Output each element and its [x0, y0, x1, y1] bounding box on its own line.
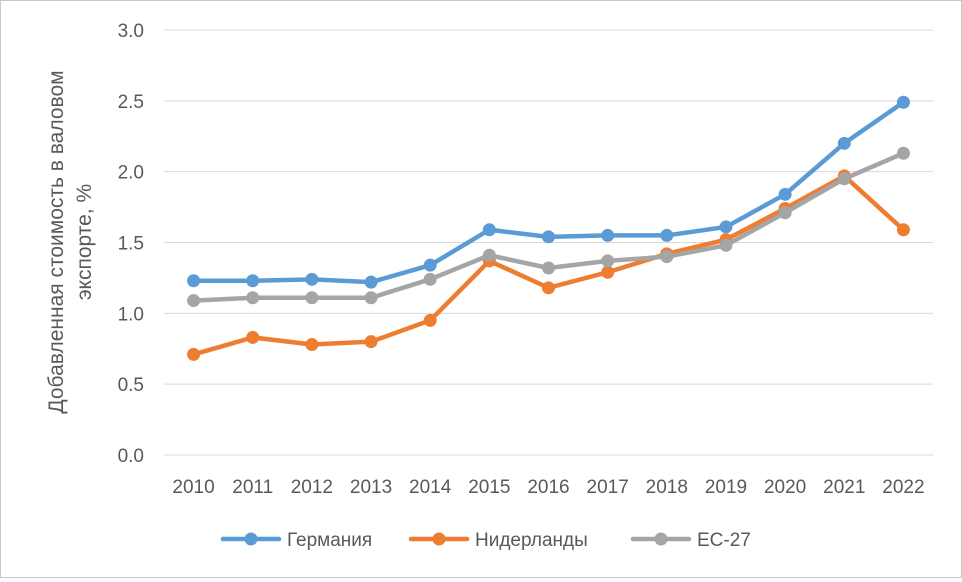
data-point [364, 335, 378, 349]
y-axis-ticks: 0.0 0.5 1.0 1.5 2.0 2.5 3.0 [118, 21, 144, 467]
x-tick-label: 2013 [350, 477, 392, 498]
legend-marker [244, 532, 258, 546]
data-point [423, 258, 437, 272]
legend-item: Германия [220, 530, 372, 551]
y-tick-label: 0.5 [118, 375, 144, 396]
legend-marker [432, 532, 446, 546]
data-point [660, 228, 674, 242]
legend-label: ЕС-27 [697, 530, 751, 551]
x-tick-label: 2016 [527, 477, 569, 498]
y-tick-label: 0.0 [118, 446, 144, 467]
data-point [542, 281, 555, 295]
data-point [660, 250, 674, 264]
y-tick-label: 1.0 [118, 304, 144, 325]
series-line [191, 100, 906, 285]
y-axis-label-line-2: экспорте, % [73, 184, 96, 300]
data-point [601, 265, 615, 279]
x-tick-label: 2010 [172, 477, 214, 498]
legend: Германия Нидерланды ЕС-27 [220, 530, 751, 551]
x-axis-ticks: 2010 2011 2012 2013 2014 2015 2016 2017 2018 2019… [172, 477, 924, 498]
x-tick-label: 2011 [232, 477, 273, 498]
legend-label: Германия [287, 530, 372, 551]
x-tick-label: 2020 [764, 477, 806, 498]
y-tick-label: 3.0 [118, 21, 144, 42]
y-tick-label: 1.5 [118, 234, 144, 255]
y-tick-label: 2.0 [118, 163, 144, 184]
data-point [187, 274, 201, 288]
x-tick-label: 2021 [823, 477, 865, 498]
data-point [364, 291, 378, 305]
y-tick-label: 2.5 [118, 92, 144, 113]
data-point [364, 275, 378, 289]
x-tick-label: 2022 [882, 477, 924, 498]
legend-marker [654, 532, 668, 546]
gridlines [164, 29, 933, 456]
data-point [423, 272, 437, 286]
legend-item: ЕС-27 [630, 530, 751, 551]
x-tick-label: 2017 [587, 477, 629, 498]
data-point [778, 206, 792, 220]
data-point [246, 330, 260, 344]
data-point [896, 146, 910, 160]
x-tick-label: 2018 [646, 477, 688, 498]
data-point [542, 261, 555, 275]
data-point [305, 272, 319, 286]
y-axis-label-line-1: Добавленная стоимость в валовом [45, 70, 68, 413]
data-point [187, 294, 201, 308]
data-point [778, 187, 792, 201]
x-tick-label: 2012 [291, 477, 333, 498]
data-point [482, 248, 496, 262]
data-point [542, 230, 555, 244]
data-point [719, 220, 733, 234]
legend-item: Нидерланды [408, 530, 588, 551]
series-ес-27 [187, 146, 910, 308]
series-group [187, 95, 910, 361]
data-point [482, 223, 496, 237]
data-point [601, 228, 615, 242]
data-point [246, 274, 260, 288]
data-point [246, 291, 260, 305]
data-point [896, 223, 910, 237]
x-tick-label: 2014 [409, 477, 452, 498]
legend-label: Нидерланды [475, 530, 588, 551]
series-германия [187, 95, 910, 289]
data-point [896, 95, 910, 109]
data-point [601, 254, 615, 268]
data-point [423, 313, 437, 327]
data-point [837, 172, 851, 186]
data-point [305, 338, 319, 351]
x-tick-label: 2015 [468, 477, 510, 498]
data-point [187, 347, 201, 361]
x-tick-label: 2019 [705, 477, 747, 498]
data-point [305, 291, 319, 305]
data-point [719, 238, 733, 252]
data-point [837, 136, 851, 150]
